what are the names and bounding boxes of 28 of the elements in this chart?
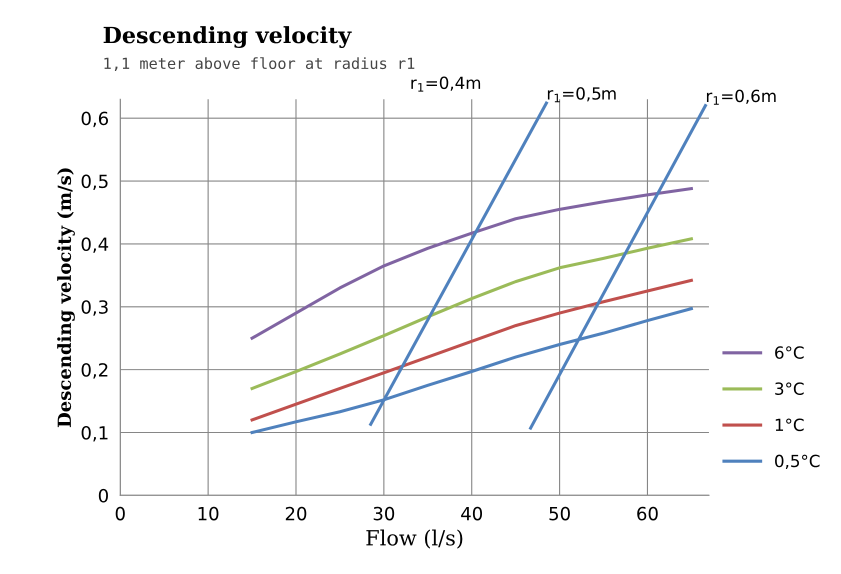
series-label: r$_{1}$=0,6m — [706, 90, 776, 105]
x-tick-label: 20 — [286, 506, 306, 520]
y-tick-label: 0,1 — [82, 426, 108, 442]
chart-title: Descending velocity — [104, 26, 352, 48]
x-tick-label: 40 — [461, 506, 482, 520]
series-label: r$_{1}$=0,5m — [548, 87, 616, 102]
legend-label: 6°C — [775, 346, 804, 359]
x-tick-label: 10 — [198, 506, 218, 520]
text: r$_{1}$=0,4m — [411, 76, 480, 92]
y-tick-label: 0,4 — [82, 237, 108, 253]
y-tick-label: 0,6 — [82, 112, 108, 128]
y-tick-label: 0,5 — [82, 174, 108, 190]
y-tick-label: 0 — [98, 488, 108, 502]
x-axis-title: Flow (l/s) — [366, 530, 462, 549]
legend-label: 3°C — [775, 382, 804, 395]
x-tick-label: 0 — [116, 506, 125, 520]
chart-subtitle: 1,1 meter above floor at radius r1 — [104, 57, 414, 72]
line-series — [250, 237, 693, 390]
legend-label: 0,5°C — [775, 454, 820, 469]
x-tick-label: 30 — [374, 506, 394, 520]
y-tick-label: 0,2 — [82, 363, 108, 379]
line-series — [250, 278, 693, 422]
legend-label: 1°C — [776, 418, 804, 432]
y-axis-title: Descending velocity (m/s) — [57, 168, 75, 428]
x-tick-label: 60 — [637, 506, 658, 520]
x-tick-label: 50 — [549, 506, 570, 520]
line-series — [250, 187, 693, 340]
y-tick-label: 0,3 — [82, 300, 108, 316]
